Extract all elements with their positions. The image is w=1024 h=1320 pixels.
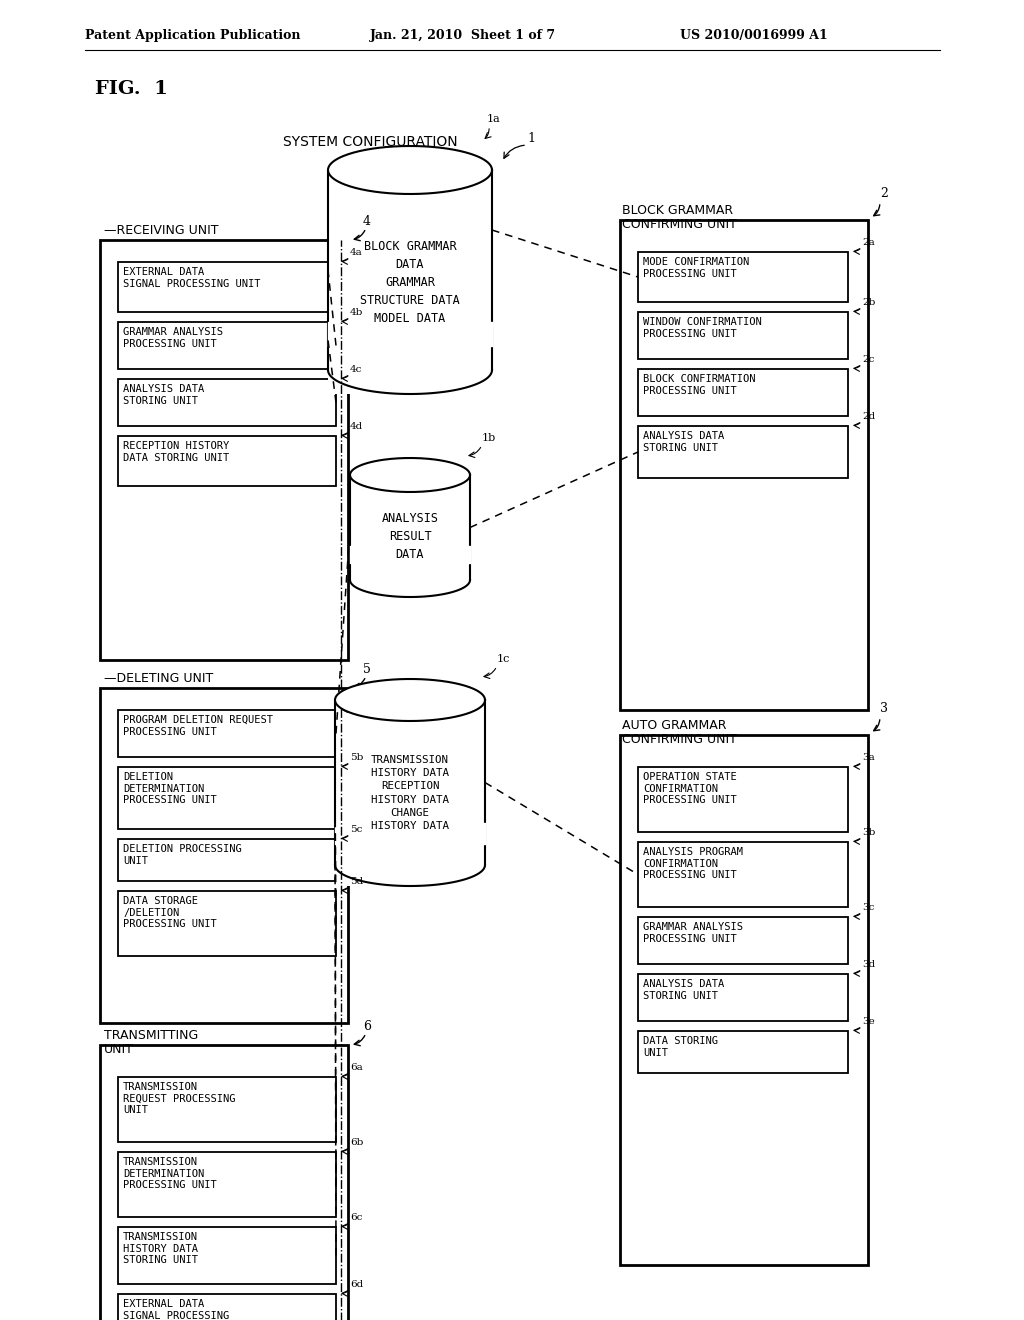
Text: 6c: 6c bbox=[350, 1213, 362, 1222]
Bar bbox=[638, 312, 848, 359]
Bar bbox=[350, 475, 470, 597]
Text: 3c: 3c bbox=[862, 903, 874, 912]
Text: ANALYSIS DATA
STORING UNIT: ANALYSIS DATA STORING UNIT bbox=[123, 384, 204, 405]
Text: 4: 4 bbox=[362, 215, 371, 228]
Text: Jan. 21, 2010  Sheet 1 of 7: Jan. 21, 2010 Sheet 1 of 7 bbox=[370, 29, 556, 41]
Bar bbox=[100, 688, 348, 1023]
Text: DATA STORING
UNIT: DATA STORING UNIT bbox=[643, 1036, 718, 1057]
Text: TRANSMISSION
DETERMINATION
PROCESSING UNIT: TRANSMISSION DETERMINATION PROCESSING UN… bbox=[123, 1158, 217, 1191]
Bar bbox=[638, 1031, 848, 1073]
Text: BLOCK GRAMMAR
DATA
GRAMMAR
STRUCTURE DATA
MODEL DATA: BLOCK GRAMMAR DATA GRAMMAR STRUCTURE DAT… bbox=[360, 239, 460, 325]
Bar bbox=[118, 1228, 336, 1284]
Bar bbox=[620, 735, 868, 1265]
Text: 3e: 3e bbox=[862, 1016, 874, 1026]
Bar bbox=[118, 840, 336, 880]
Text: MODE CONFIRMATION
PROCESSING UNIT: MODE CONFIRMATION PROCESSING UNIT bbox=[643, 257, 750, 279]
Text: 5d: 5d bbox=[350, 876, 364, 886]
Bar bbox=[638, 842, 848, 907]
Polygon shape bbox=[328, 147, 492, 194]
Polygon shape bbox=[335, 678, 485, 721]
Bar bbox=[118, 1294, 336, 1320]
Text: 2c: 2c bbox=[862, 355, 874, 364]
Text: 2b: 2b bbox=[862, 298, 876, 308]
Bar bbox=[638, 767, 848, 832]
Bar bbox=[118, 379, 336, 426]
Text: TRANSMISSION
HISTORY DATA
STORING UNIT: TRANSMISSION HISTORY DATA STORING UNIT bbox=[123, 1232, 198, 1265]
Text: 5a: 5a bbox=[350, 696, 362, 705]
Text: 6a: 6a bbox=[350, 1063, 362, 1072]
Text: WINDOW CONFIRMATION
PROCESSING UNIT: WINDOW CONFIRMATION PROCESSING UNIT bbox=[643, 317, 762, 339]
Bar bbox=[620, 220, 868, 710]
Text: PROGRAM DELETION REQUEST
PROCESSING UNIT: PROGRAM DELETION REQUEST PROCESSING UNIT bbox=[123, 715, 273, 737]
Bar bbox=[118, 1152, 336, 1217]
Text: BLOCK CONFIRMATION
PROCESSING UNIT: BLOCK CONFIRMATION PROCESSING UNIT bbox=[643, 374, 756, 396]
Text: OPERATION STATE
CONFIRMATION
PROCESSING UNIT: OPERATION STATE CONFIRMATION PROCESSING … bbox=[643, 772, 736, 805]
Text: ANALYSIS DATA
STORING UNIT: ANALYSIS DATA STORING UNIT bbox=[643, 979, 724, 1001]
Text: EXTERNAL DATA
SIGNAL PROCESSING UNIT: EXTERNAL DATA SIGNAL PROCESSING UNIT bbox=[123, 267, 260, 289]
Text: 3a: 3a bbox=[862, 752, 874, 762]
Text: RECEPTION HISTORY
DATA STORING UNIT: RECEPTION HISTORY DATA STORING UNIT bbox=[123, 441, 229, 462]
Text: DATA STORAGE
/DELETION
PROCESSING UNIT: DATA STORAGE /DELETION PROCESSING UNIT bbox=[123, 896, 217, 929]
Bar bbox=[335, 700, 485, 886]
Text: US 2010/0016999 A1: US 2010/0016999 A1 bbox=[680, 29, 827, 41]
Text: TRANSMISSION
HISTORY DATA
RECEPTION
HISTORY DATA
CHANGE
HISTORY DATA: TRANSMISSION HISTORY DATA RECEPTION HIST… bbox=[371, 755, 449, 832]
Text: 3d: 3d bbox=[862, 960, 876, 969]
Text: TRANSMITTING: TRANSMITTING bbox=[104, 1030, 199, 1041]
Text: FIG.  1: FIG. 1 bbox=[95, 81, 168, 98]
Text: 5: 5 bbox=[362, 663, 371, 676]
Text: UNIT: UNIT bbox=[104, 1043, 134, 1056]
Text: 2: 2 bbox=[880, 187, 888, 201]
Text: SYSTEM CONFIGURATION: SYSTEM CONFIGURATION bbox=[283, 135, 458, 149]
Bar bbox=[100, 240, 348, 660]
Bar bbox=[118, 891, 336, 956]
Text: 1b: 1b bbox=[482, 433, 497, 444]
Bar bbox=[118, 710, 336, 756]
Text: 6b: 6b bbox=[350, 1138, 364, 1147]
Text: —RECEIVING UNIT: —RECEIVING UNIT bbox=[104, 224, 218, 238]
Bar bbox=[100, 1045, 348, 1320]
Text: 2a: 2a bbox=[862, 238, 874, 247]
Text: 2d: 2d bbox=[862, 412, 876, 421]
Text: 1: 1 bbox=[527, 132, 535, 145]
Bar bbox=[118, 322, 336, 370]
Text: 4a: 4a bbox=[350, 248, 362, 257]
Text: 3: 3 bbox=[880, 702, 888, 715]
Text: 5b: 5b bbox=[350, 752, 364, 762]
Bar bbox=[118, 261, 336, 312]
Text: GRAMMAR ANALYSIS
PROCESSING UNIT: GRAMMAR ANALYSIS PROCESSING UNIT bbox=[123, 327, 223, 348]
Text: ANALYSIS
RESULT
DATA: ANALYSIS RESULT DATA bbox=[382, 511, 438, 561]
Bar bbox=[638, 370, 848, 416]
Bar bbox=[638, 917, 848, 964]
Bar bbox=[638, 252, 848, 302]
Bar bbox=[118, 436, 336, 486]
Text: 6: 6 bbox=[362, 1020, 371, 1034]
Text: CONFIRMING UNIT: CONFIRMING UNIT bbox=[622, 218, 737, 231]
Text: —DELETING UNIT: —DELETING UNIT bbox=[104, 672, 213, 685]
Text: 3b: 3b bbox=[862, 828, 876, 837]
Bar bbox=[638, 974, 848, 1020]
Text: CONFIRMING UNIT: CONFIRMING UNIT bbox=[622, 733, 737, 746]
Text: 6d: 6d bbox=[350, 1280, 364, 1290]
Text: 4c: 4c bbox=[350, 366, 362, 374]
Text: ANALYSIS PROGRAM
CONFIRMATION
PROCESSING UNIT: ANALYSIS PROGRAM CONFIRMATION PROCESSING… bbox=[643, 847, 743, 880]
Text: DELETION
DETERMINATION
PROCESSING UNIT: DELETION DETERMINATION PROCESSING UNIT bbox=[123, 772, 217, 805]
Text: Patent Application Publication: Patent Application Publication bbox=[85, 29, 300, 41]
Text: 1a: 1a bbox=[487, 114, 501, 124]
Text: AUTO GRAMMAR: AUTO GRAMMAR bbox=[622, 719, 726, 733]
Text: 4d: 4d bbox=[350, 422, 364, 432]
Text: 1c: 1c bbox=[497, 653, 510, 664]
Text: 5c: 5c bbox=[350, 825, 362, 834]
Text: DELETION PROCESSING
UNIT: DELETION PROCESSING UNIT bbox=[123, 843, 242, 866]
Polygon shape bbox=[350, 458, 470, 492]
Text: BLOCK GRAMMAR: BLOCK GRAMMAR bbox=[622, 205, 733, 216]
Text: ANALYSIS DATA
STORING UNIT: ANALYSIS DATA STORING UNIT bbox=[643, 432, 724, 453]
Bar bbox=[328, 170, 492, 393]
Text: TRANSMISSION
REQUEST PROCESSING
UNIT: TRANSMISSION REQUEST PROCESSING UNIT bbox=[123, 1082, 236, 1115]
Text: EXTERNAL DATA
SIGNAL PROCESSING
UNIT: EXTERNAL DATA SIGNAL PROCESSING UNIT bbox=[123, 1299, 229, 1320]
Bar bbox=[118, 1077, 336, 1142]
Text: GRAMMAR ANALYSIS
PROCESSING UNIT: GRAMMAR ANALYSIS PROCESSING UNIT bbox=[643, 921, 743, 944]
Bar bbox=[638, 426, 848, 478]
Bar bbox=[118, 767, 336, 829]
Text: 4b: 4b bbox=[350, 308, 364, 317]
